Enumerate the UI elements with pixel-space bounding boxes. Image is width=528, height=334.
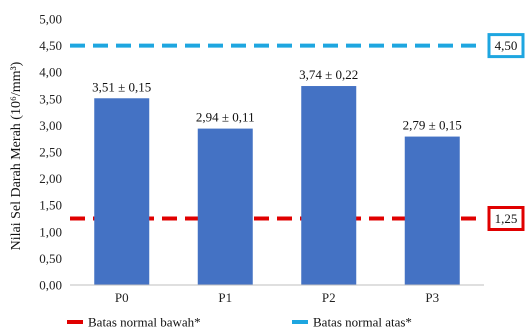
y-tick-label: 5,00 [39,12,62,27]
y-tick-label: 2,50 [39,145,62,160]
data-label-p3: 2,79 ± 0,15 [403,118,462,133]
bar-p0 [94,98,150,285]
legend-entry-label: Batas normal atas* [313,315,412,330]
data-label-p1: 2,94 ± 0,11 [196,110,255,125]
y-tick-label: 0,50 [39,251,62,266]
reference-value-box [487,206,525,231]
y-tick-label: 1,50 [39,198,62,213]
reference-value-box [487,33,525,59]
legend: Batas normal bawah* Batas normal atas* [67,315,412,330]
bar-p2 [301,86,357,285]
y-tick-label: 2,00 [39,171,62,186]
y-tick-label: 3,00 [39,118,62,133]
y-tick-label: 4,00 [39,65,62,80]
data-label-p2: 3,74 ± 0,22 [299,67,358,82]
y-tick-label: 3,50 [39,91,62,106]
x-tick-label: P3 [425,290,439,305]
data-labels: 3,51 ± 0,15 2,94 ± 0,11 3,74 ± 0,22 2,79 ± … [92,67,462,133]
y-tick-label: 0,00 [39,278,62,293]
x-axis-ticks: P0 P1 P2 P3 [115,290,439,305]
x-tick-label: P2 [322,290,336,305]
reference-value-label: 1,25 [495,211,518,226]
x-tick-label: P0 [115,290,129,305]
x-tick-label: P1 [218,290,232,305]
data-label-p0: 3,51 ± 0,15 [92,79,151,94]
y-axis-title: Nilai Sel Darah Merah (10⁶/mm³) [9,61,24,250]
legend-entry-label: Batas normal bawah* [88,315,201,330]
y-tick-label: 1,00 [39,224,62,239]
bar-p1 [197,128,253,285]
y-axis-ticks: 0,00 0,50 1,00 1,50 2,00 2,50 3,00 3,50 4,00 4,50… [39,12,62,293]
reference-value-label: 4,50 [495,38,518,53]
bar-p3 [404,136,460,285]
y-tick-label: 4,50 [39,38,62,53]
bars [94,86,460,285]
